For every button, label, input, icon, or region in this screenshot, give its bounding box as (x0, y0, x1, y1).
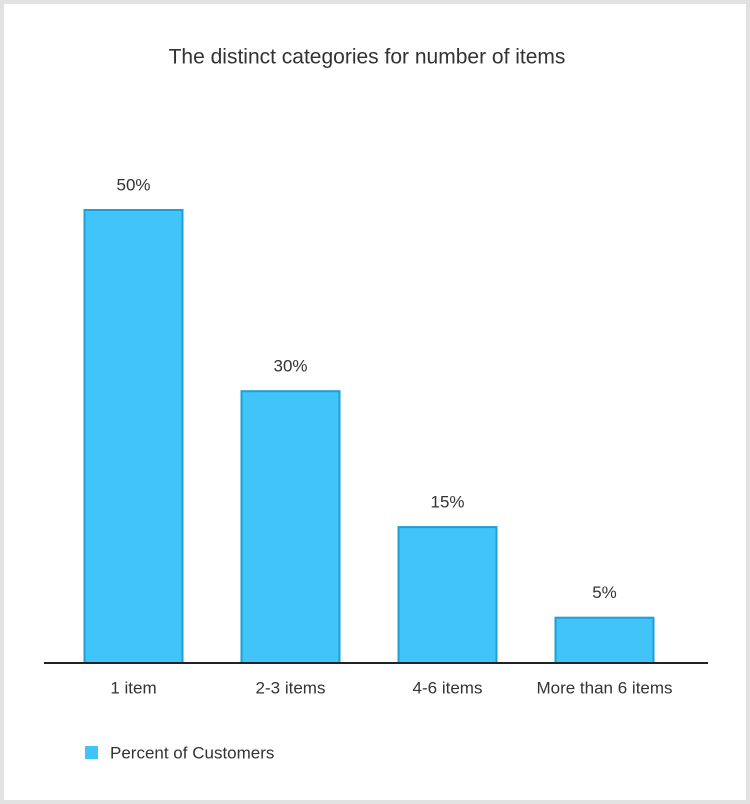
x-tick-label: 2-3 items (256, 678, 326, 697)
chart-title: The distinct categories for number of it… (169, 46, 566, 69)
bar (83, 209, 184, 664)
value-label: 30% (273, 357, 307, 376)
x-tick-label: 4-6 items (413, 678, 483, 697)
bar (554, 616, 655, 665)
value-label: 15% (430, 493, 464, 512)
bar (397, 526, 498, 664)
value-label: 50% (116, 175, 150, 194)
legend-swatch (85, 746, 98, 759)
x-tick-label: 1 item (110, 678, 156, 697)
bar (240, 390, 341, 664)
legend-label: Percent of Customers (110, 743, 274, 762)
value-label: 5% (592, 583, 617, 602)
x-tick-label: More than 6 items (536, 678, 672, 697)
